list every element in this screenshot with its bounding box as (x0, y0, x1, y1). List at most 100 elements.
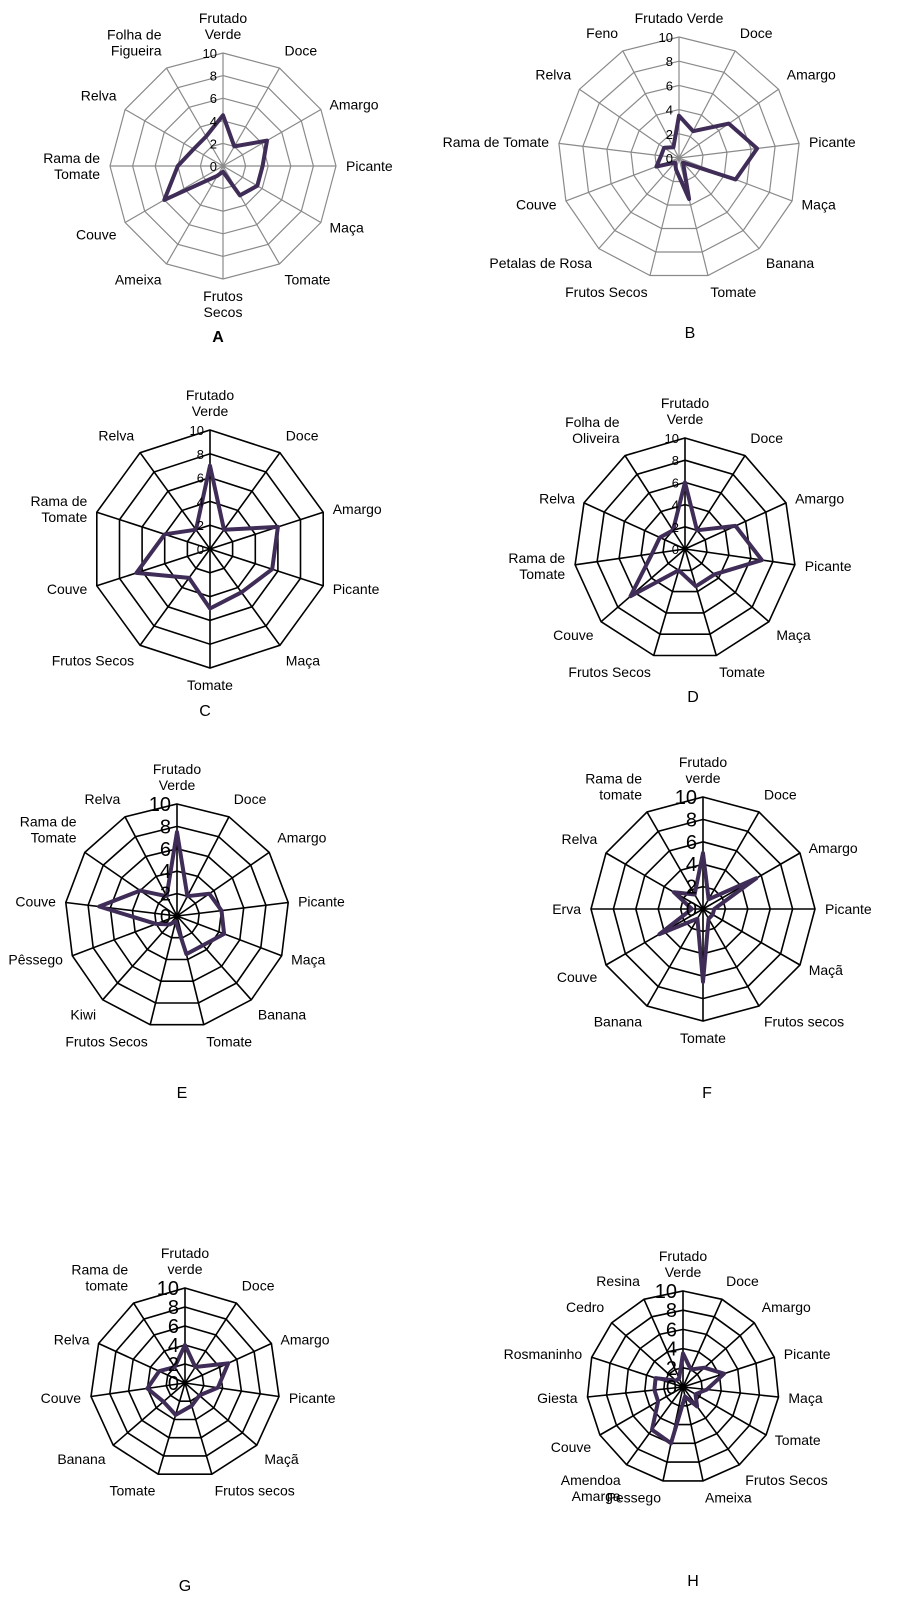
category-label: Relva (54, 1331, 90, 1347)
category-label: Frutado verde (161, 1245, 209, 1277)
data-series-line (162, 113, 269, 202)
category-label: Rama de Tomate (30, 493, 87, 525)
category-label: Frutado verde (679, 754, 727, 786)
tick-label: 2 (168, 1354, 179, 1376)
panel-label: B (685, 325, 696, 342)
category-label: Picante (809, 134, 856, 150)
category-label: Tomate (680, 1030, 726, 1046)
category-label: Ameixa (115, 272, 162, 288)
axis-spoke (90, 1382, 186, 1398)
category-label: Doce (285, 43, 318, 59)
panel-label: G (179, 1578, 191, 1595)
axis-spoke (702, 908, 760, 1007)
grid-ring (643, 1347, 723, 1426)
grid-ring (109, 847, 245, 983)
category-label: Picante (346, 158, 393, 174)
axis-spoke (646, 908, 704, 1007)
tick-label: 2 (210, 136, 217, 151)
data-series-line (628, 480, 764, 599)
category-label: Pessego (607, 1490, 662, 1506)
axis-spoke (598, 157, 680, 249)
tick-label: 10 (203, 46, 217, 61)
category-label: Tomate (710, 284, 756, 300)
axis-spoke (684, 548, 796, 566)
tick-label: 6 (168, 1316, 179, 1338)
grid-ring (87, 825, 267, 1004)
tick-label: 4 (686, 854, 697, 876)
tick-label: 0 (666, 151, 673, 166)
category-label: Doce (234, 791, 267, 807)
category-label: Doce (764, 786, 797, 802)
category-label: Frutado Verde (153, 761, 201, 793)
category-label: Couve (47, 581, 88, 597)
axis-spoke (684, 548, 770, 623)
category-label: Banana (258, 1006, 306, 1022)
grid-ring (586, 1290, 780, 1482)
radar-chart-b: 0 2 4 6 8 10 Frutado Verde Doce Amargo Picante Maç… (443, 10, 856, 342)
tick-label: 8 (210, 69, 217, 84)
grid-ring (624, 1328, 742, 1445)
axis-spoke (684, 455, 746, 550)
panel-label: F (702, 1085, 712, 1102)
tick-label: 2 (672, 520, 679, 535)
axis-spoke (139, 548, 211, 646)
tick-label: 6 (210, 91, 217, 106)
category-label: Frutos secos (764, 1014, 844, 1030)
axis-spoke (591, 1356, 684, 1388)
category-label: Picante (805, 558, 852, 574)
category-label: Couve (41, 1390, 82, 1406)
axis-spoke (682, 1386, 704, 1482)
axis-spoke (599, 1386, 684, 1436)
axis-spoke (157, 1382, 186, 1475)
tick-label: 6 (160, 839, 171, 861)
grid-ring (606, 84, 752, 230)
data-series-line (650, 1351, 727, 1446)
category-label: Amargo (277, 830, 326, 846)
axis-spoke (624, 455, 686, 550)
category-label: Frutos Secos (568, 664, 650, 680)
category-label: Maça (776, 627, 810, 643)
tick-label: 0 (168, 1373, 179, 1395)
tick-label: 4 (210, 114, 217, 129)
tick-label: 6 (197, 471, 204, 486)
axis-spoke (176, 915, 252, 1001)
axis-spoke (702, 908, 801, 966)
category-label: Couve (551, 1439, 592, 1455)
axis-spoke (682, 1298, 723, 1388)
category-label: Tomate (109, 1483, 155, 1499)
category-label: Rama de Tomate (508, 550, 565, 582)
category-label: Relva (85, 791, 121, 807)
axis-spoke (184, 1382, 213, 1475)
panel-label: H (687, 1573, 699, 1590)
category-label: Erva (552, 901, 581, 917)
tick-label: 10 (659, 30, 673, 45)
axis-spoke (176, 915, 282, 957)
category-label: Resina (596, 1273, 640, 1289)
axis-spoke (96, 511, 211, 550)
axis-spoke (579, 88, 680, 159)
axis-spoke (649, 157, 680, 276)
axis-spoke (184, 1302, 238, 1384)
panel-label: C (199, 703, 211, 720)
axis-spoke (678, 157, 760, 249)
tick-label: 8 (197, 447, 204, 462)
tick-label: 0 (210, 159, 217, 174)
axis-spoke (209, 452, 281, 550)
grid-ring (654, 133, 704, 183)
axis-spoke (149, 915, 178, 1025)
category-label: Maça (802, 197, 836, 213)
category-label: Giesta (537, 1390, 578, 1406)
grid-ring (630, 108, 728, 206)
tick-label: 10 (665, 431, 679, 446)
category-label: Picante (784, 1346, 831, 1362)
category-label: Cedro (566, 1299, 604, 1315)
grid-ring (574, 437, 796, 657)
axis-spoke (112, 1382, 186, 1446)
category-label: Banana (766, 255, 814, 271)
tick-label: 10 (655, 1281, 677, 1303)
axis-spoke (96, 548, 211, 587)
axis-spoke (682, 1322, 755, 1388)
category-label: Banana (594, 1014, 642, 1030)
axis-spoke (682, 1386, 779, 1398)
axis-spoke (678, 50, 736, 159)
